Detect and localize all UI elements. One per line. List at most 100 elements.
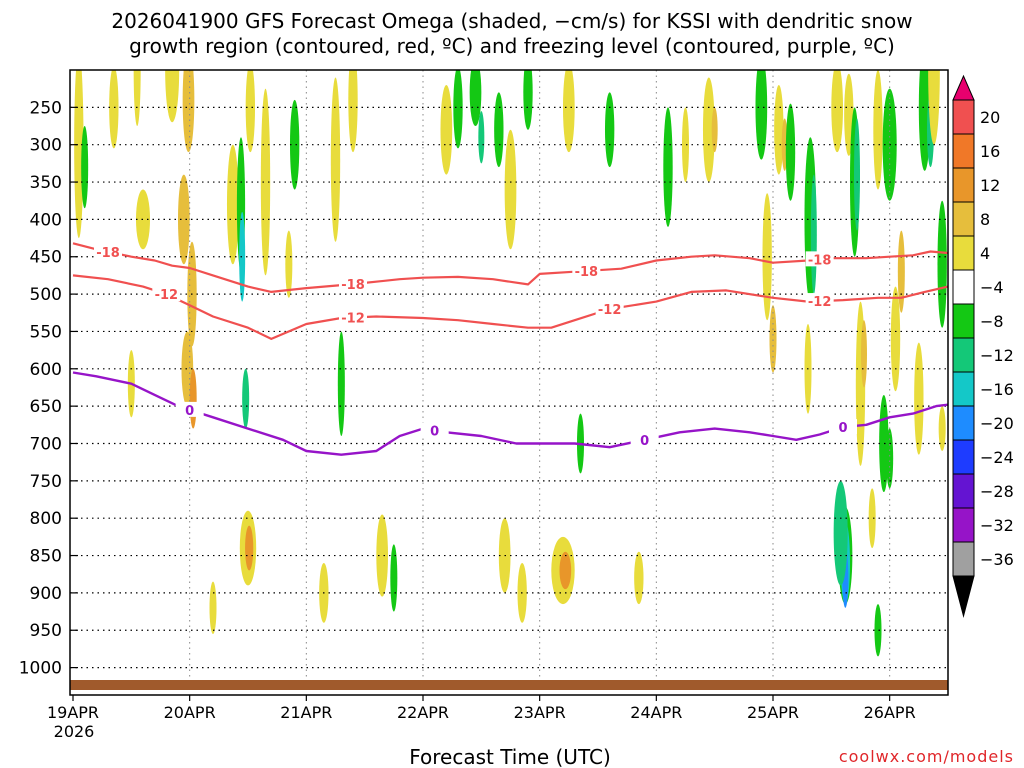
label-minus12-b: -12 — [341, 312, 365, 327]
omega-blob-8 — [162, 107, 170, 183]
y-tick-label-950: 950 — [30, 621, 62, 641]
colorbar-label-11: −28 — [980, 482, 1014, 501]
colorbar-label-10: −24 — [980, 448, 1014, 467]
colorbar-band-7 — [952, 303, 975, 339]
omega-blob-75 — [886, 428, 894, 489]
colorbar-band-1 — [952, 99, 975, 135]
y-tick-label-250: 250 — [30, 98, 62, 118]
omega-blob-57 — [810, 174, 817, 295]
omega-blob-84 — [189, 368, 197, 429]
colorbar-top-arrow — [952, 74, 975, 101]
label-zero-d-bg — [829, 419, 857, 435]
omega-blob-29 — [376, 514, 389, 597]
omega-blob-26 — [337, 331, 345, 437]
colorbar-band-13 — [952, 507, 975, 543]
omega-blob-37 — [523, 70, 533, 130]
colorbar-band-2 — [952, 133, 975, 169]
label-minus12-c-bg — [595, 301, 624, 317]
omega-blob-46 — [681, 107, 690, 183]
omega-blob-32 — [453, 70, 463, 149]
label-minus12-a: -12 — [155, 288, 179, 303]
omega-blob-72 — [897, 230, 905, 313]
colorbar-band-6 — [952, 269, 975, 305]
omega-blob-4 — [133, 70, 141, 127]
x-tick-label-22apr: 22APR — [397, 703, 449, 722]
chart-title-line1: 2026041900 GFS Forecast Omega (shaded, −… — [111, 9, 912, 33]
omega-blob-74 — [914, 342, 924, 455]
omega-blob-21 — [245, 525, 254, 571]
y-tick-label-750: 750 — [30, 472, 62, 492]
omega-blob-55 — [785, 103, 796, 201]
label-zero-c-bg — [630, 431, 659, 447]
omega-blob-43 — [559, 551, 572, 590]
omega-blob-1 — [81, 126, 89, 209]
omega-blob-27 — [348, 70, 358, 153]
y-tick-label-450: 450 — [30, 248, 62, 268]
y-axis: 250 300 350 400 450 500 550 600 650 700 750 800 850 9… — [19, 98, 78, 679]
label-zero-c: 0 — [640, 434, 649, 449]
colorbar-label-13: −36 — [980, 550, 1014, 569]
x-axis: 19APR 20APR 21APR 22APR 23APR 24APR 25APR 26APR… — [47, 695, 916, 741]
omega-blob-51 — [774, 84, 784, 175]
omega-blob-82 — [938, 406, 946, 451]
omega-blob-50 — [755, 70, 768, 160]
omega-blob-7 — [165, 70, 180, 123]
omega-blob-13 — [197, 536, 205, 605]
colorbar-bottom-arrow — [952, 575, 975, 618]
y-tick-label-350: 350 — [30, 173, 62, 193]
ground-surface — [70, 680, 948, 690]
colorbar-band-5 — [952, 235, 975, 271]
colorbar-band-14 — [952, 541, 975, 577]
label-zero-b-bg — [420, 422, 449, 438]
label-zero-a-bg — [175, 401, 204, 417]
omega-blob-45 — [663, 107, 673, 227]
label-zero-a: 0 — [185, 404, 194, 419]
omega-blob-59 — [831, 70, 844, 153]
colorbar-band-9 — [952, 371, 975, 407]
y-tick-label-300: 300 — [30, 136, 62, 156]
colorbar: 20 16 12 8 4 −4 −8 −12 −16 −20 −24 −28 −32 −36 — [952, 74, 1014, 618]
label-minus12-c: -12 — [598, 303, 622, 318]
colorbar-band-4 — [952, 201, 975, 237]
omega-blob-73 — [937, 200, 947, 328]
y-tick-label-800: 800 — [30, 509, 62, 529]
label-minus12-d-bg — [805, 293, 834, 309]
label-minus18-a: -18 — [96, 246, 120, 261]
x-tick-label-19apr: 19APR — [47, 703, 99, 722]
label-minus18-c-bg — [572, 262, 601, 278]
grid-lines — [70, 70, 948, 690]
x-tick-label-20apr: 20APR — [164, 703, 216, 722]
credit-link[interactable]: coolwx.com/models — [839, 747, 1014, 766]
omega-blob-54 — [769, 305, 777, 373]
omega-blob-47 — [634, 551, 644, 605]
colorbar-band-8 — [952, 337, 975, 373]
y-tick-label-1000: 1000 — [19, 659, 62, 679]
omega-blob-33 — [469, 70, 482, 127]
colorbar-label-6: −8 — [980, 312, 1004, 331]
omega-blob-41 — [604, 92, 615, 168]
omega-blob-76 — [874, 604, 882, 657]
label-minus18-d: -18 — [808, 253, 832, 268]
omega-blob-49 — [711, 107, 718, 153]
label-minus18-d-bg — [805, 251, 834, 267]
omega-blob-48 — [702, 77, 715, 183]
omega-blob-24 — [289, 99, 300, 190]
omega-blob-15 — [226, 144, 239, 265]
colorbar-band-12 — [952, 473, 975, 509]
omega-blob-65 — [873, 70, 883, 190]
x-axis-label: Forecast Time (UTC) — [409, 745, 611, 768]
label-minus12-d: -12 — [808, 295, 832, 310]
label-minus18-a-bg — [94, 243, 122, 259]
y-tick-label-650: 650 — [30, 397, 62, 417]
y-tick-label-400: 400 — [30, 210, 62, 230]
label-minus12-b-bg — [339, 309, 367, 325]
label-minus18-b-bg — [339, 276, 367, 292]
omega-blob-40 — [562, 70, 575, 153]
omega-blob-2 — [109, 70, 119, 149]
omega-blob-62 — [854, 118, 860, 231]
omega-blob-25 — [330, 77, 341, 242]
omega-blob-23 — [285, 230, 293, 298]
colorbar-band-10 — [952, 405, 975, 441]
omega-blob-64 — [861, 320, 867, 388]
